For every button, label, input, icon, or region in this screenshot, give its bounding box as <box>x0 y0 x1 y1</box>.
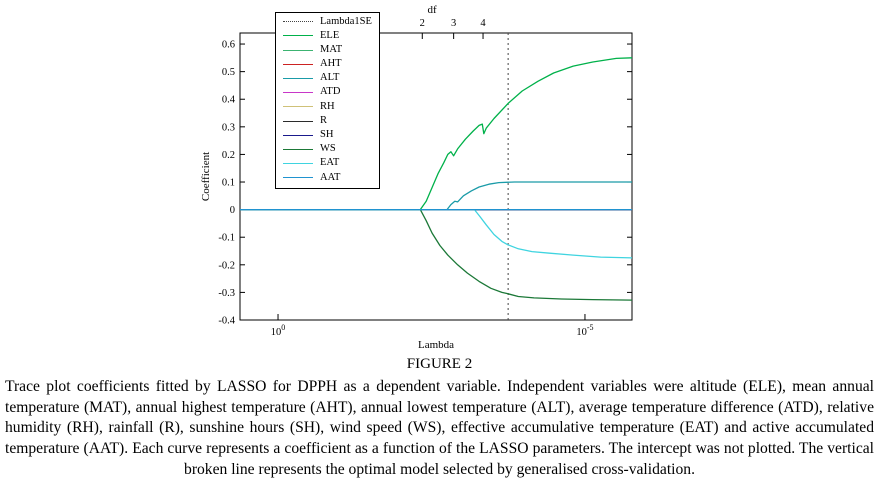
legend-line-sample <box>283 49 313 51</box>
y-tick-label: 0.3 <box>222 122 235 133</box>
top-axis: 2 3 4 df <box>420 4 486 39</box>
top-axis-label: df <box>427 4 437 16</box>
y-tick-label: -0.2 <box>218 260 235 271</box>
legend-line-sample <box>283 163 313 165</box>
legend-item-RH: RH <box>283 101 372 113</box>
figure-caption-block: FIGURE 2 Trace plot coefficients fitted … <box>0 356 879 481</box>
df-tick-label: 4 <box>480 18 486 29</box>
legend-line-sample <box>283 148 313 150</box>
series-ALT <box>240 181 632 211</box>
legend-label: ATD <box>320 86 341 98</box>
legend-item-R: R <box>283 115 372 127</box>
series-WS <box>240 208 633 301</box>
lasso-trace-figure: 0.6 0.5 0.4 0.3 0.2 0.1 0 -0.1 -0.2 -0.3 -0.4 100 10… <box>195 0 665 352</box>
y-axis-label: Coefficient <box>200 152 212 201</box>
legend-line-sample <box>283 78 313 80</box>
legend-line-sample <box>283 106 313 108</box>
legend-label: R <box>320 114 328 126</box>
legend-label: ALT <box>320 72 340 84</box>
y-tick-label: -0.1 <box>218 233 235 244</box>
legend-item-MAT: MAT <box>283 44 372 56</box>
y-tick-label: -0.4 <box>218 316 235 327</box>
y-tick-label: 0.2 <box>222 150 235 161</box>
df-tick-label: 2 <box>420 18 425 29</box>
legend-label: EAT <box>320 157 340 169</box>
x-tick-label: 100 <box>271 323 286 338</box>
legend-line-sample <box>283 21 313 23</box>
legend-label: MAT <box>320 43 343 55</box>
legend-item-ATD: ATD <box>283 87 372 99</box>
legend-line-sample <box>283 177 313 179</box>
series-ELE <box>240 57 633 211</box>
y-axis: 0.6 0.5 0.4 0.3 0.2 0.1 0 -0.1 -0.2 -0.3 -0.4 <box>218 40 632 327</box>
series-EAT <box>240 208 633 259</box>
legend-label: AHT <box>320 58 342 70</box>
plot-box <box>239 32 633 321</box>
legend-label: AAT <box>320 171 341 183</box>
legend-line-sample <box>283 35 313 37</box>
chart-legend: Lambda1SE ELE MAT AHT ALT ATD RH R SH WS EAT AAT <box>275 12 380 189</box>
trace-plot: 0.6 0.5 0.4 0.3 0.2 0.1 0 -0.1 -0.2 -0.3 -0.4 100 10… <box>200 4 633 351</box>
legend-item-Lambda1SE: Lambda1SE <box>283 16 372 28</box>
legend-label: SH <box>320 129 334 141</box>
legend-item-EAT: EAT <box>283 158 372 170</box>
legend-item-SH: SH <box>283 130 372 142</box>
legend-item-AAT: AAT <box>283 172 372 184</box>
legend-line-sample <box>283 92 313 94</box>
legend-item-ELE: ELE <box>283 30 372 42</box>
trace-plot-container: 0.6 0.5 0.4 0.3 0.2 0.1 0 -0.1 -0.2 -0.3 -0.4 100 10… <box>195 0 665 352</box>
legend-line-sample <box>283 134 313 136</box>
figure-caption: Trace plot coefficients fitted by LASSO … <box>5 378 874 478</box>
legend-line-sample <box>283 120 313 122</box>
legend-label: ELE <box>320 29 340 41</box>
legend-label: WS <box>320 143 336 155</box>
y-tick-label: 0.1 <box>222 178 235 189</box>
x-tick-label: 10-5 <box>576 323 593 338</box>
legend-item-AHT: AHT <box>283 59 372 71</box>
figure-label: FIGURE 2 <box>406 356 473 372</box>
legend-label: RH <box>320 100 335 112</box>
x-axis-label: Lambda <box>418 339 454 351</box>
legend-item-ALT: ALT <box>283 73 372 85</box>
df-tick-label: 3 <box>451 18 456 29</box>
y-tick-label: 0.5 <box>222 67 235 78</box>
y-tick-label: -0.3 <box>218 288 235 299</box>
y-tick-label: 0.4 <box>222 95 236 106</box>
y-tick-label: 0.6 <box>222 40 235 51</box>
legend-line-sample <box>283 63 313 65</box>
y-tick-label: 0 <box>230 205 235 216</box>
legend-item-WS: WS <box>283 144 372 156</box>
legend-label: Lambda1SE <box>320 15 372 27</box>
